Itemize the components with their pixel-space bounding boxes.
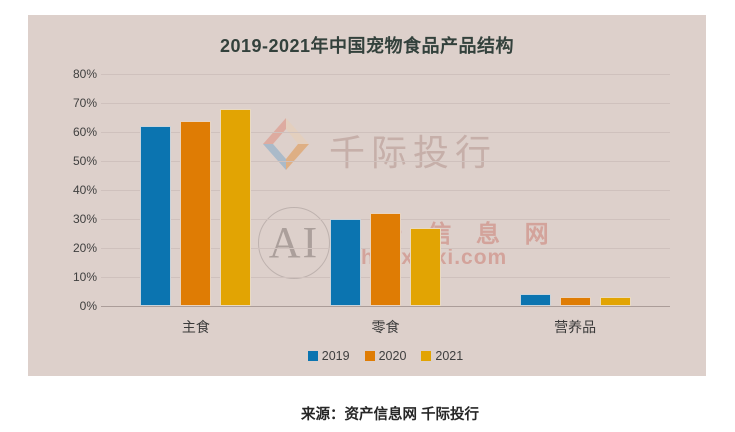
brand-watermark-text: 千际投行 [329, 132, 498, 173]
legend-label: 2021 [435, 349, 464, 363]
y-tick-label: 80% [72, 67, 97, 82]
y-tick-label: 60% [72, 125, 97, 140]
y-tick-label: 10% [72, 270, 97, 285]
chart-title: 2019-2021年中国宠物食品产品结构 [219, 36, 515, 56]
gridline [101, 103, 670, 105]
legend-swatch-icon [421, 351, 432, 361]
legend-swatch-icon [364, 351, 375, 361]
gridline [101, 132, 670, 134]
legend-item-2020: 2020 [364, 349, 407, 363]
bar-2021-零食 [410, 227, 441, 306]
legend-item-2019: 2019 [307, 349, 350, 363]
chart-panel: 2019-2021年中国宠物食品产品结构 千际投行 AI 资 产 信 息 网 z… [28, 15, 706, 376]
legend-item-2021: 2021 [421, 349, 463, 363]
y-tick-label: 20% [72, 241, 97, 256]
gridline [101, 190, 670, 192]
y-tick-label: 50% [72, 154, 97, 169]
legend-label: 2019 [321, 349, 350, 363]
gridline [101, 74, 670, 76]
chart-legend: 2019 2020 2021 [101, 349, 670, 363]
y-tick-label: 30% [72, 212, 97, 227]
ai-watermark-text: AI [268, 218, 320, 267]
bar-2020-主食 [180, 120, 212, 306]
ai-circle-watermark: AI [258, 207, 330, 279]
y-tick-label: 70% [72, 96, 97, 111]
source-note: 来源：资产信息网 千际投行 [300, 407, 480, 423]
bar-2021-主食 [220, 109, 252, 306]
bar-2021-营养品 [599, 297, 631, 306]
bar-2019-零食 [330, 219, 361, 306]
legend-swatch-icon [307, 351, 318, 361]
brand-logo-icon [263, 118, 309, 170]
bar-2019-营养品 [519, 294, 551, 306]
y-tick-label: 40% [72, 183, 97, 198]
legend-label: 2020 [378, 349, 407, 363]
bar-2019-主食 [140, 126, 172, 306]
x-category-label: 营养品 [554, 321, 597, 336]
x-axis-line [101, 306, 670, 307]
y-tick-label: 0% [79, 299, 97, 313]
x-category-label: 主食 [181, 321, 210, 336]
gridline [101, 161, 670, 163]
bar-2020-零食 [370, 213, 401, 306]
bar-2020-营养品 [559, 297, 591, 306]
x-category-label: 零食 [371, 321, 400, 336]
